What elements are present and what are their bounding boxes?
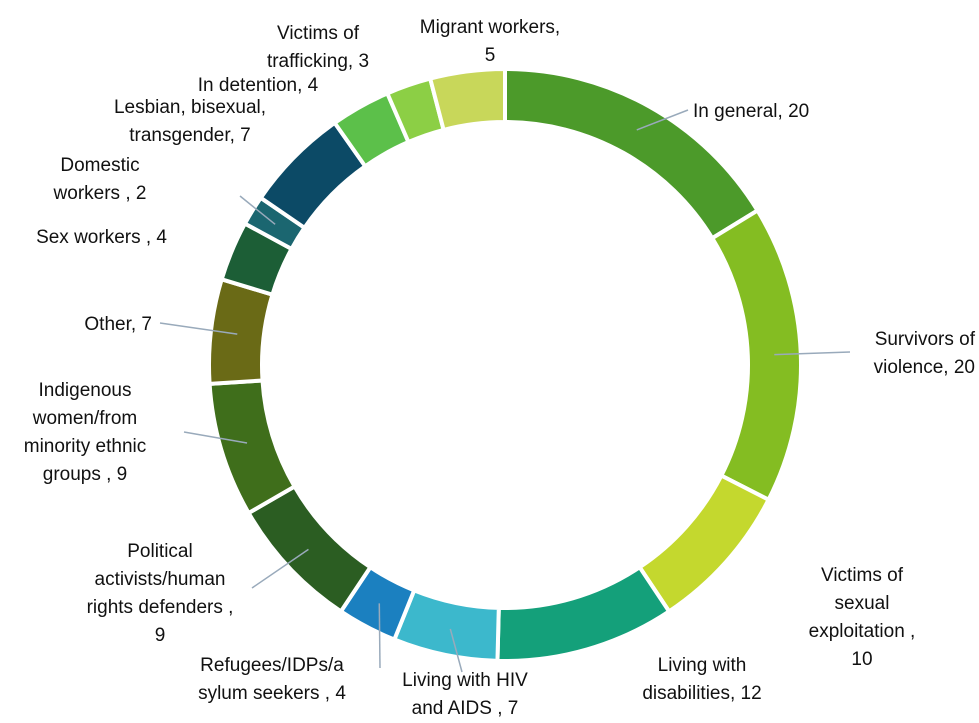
leader-line bbox=[159, 322, 238, 335]
slice-label: Living with HIV and AIDS , 7 bbox=[402, 670, 528, 719]
leader-line bbox=[774, 351, 851, 356]
leader-line bbox=[251, 548, 309, 589]
slice-label: Political activists/human rights defende… bbox=[86, 541, 234, 646]
donut-slice bbox=[709, 207, 803, 503]
donut-slice bbox=[427, 66, 507, 133]
slice-label: In detention, 4 bbox=[197, 75, 319, 96]
donut-slice bbox=[503, 66, 761, 241]
slice-label: Indigenous women/from minority ethnic gr… bbox=[23, 380, 147, 485]
slice-label: Other, 7 bbox=[84, 314, 152, 335]
slice-label: Sex workers , 4 bbox=[36, 227, 167, 248]
slice-label: Refugees/IDPs/a sylum seekers , 4 bbox=[198, 655, 346, 704]
donut-slice bbox=[636, 472, 772, 615]
leader-line bbox=[378, 603, 381, 669]
donut-slice bbox=[245, 483, 374, 615]
leader-line bbox=[449, 628, 463, 673]
slice-label: Lesbian, bisexual, transgender, 7 bbox=[113, 97, 267, 146]
leader-line bbox=[239, 195, 276, 225]
leader-line bbox=[636, 109, 689, 131]
leader-line bbox=[183, 431, 248, 444]
slice-label: Survivors of violence, 20 bbox=[873, 329, 975, 378]
slice-label: Living with disabilities, 12 bbox=[642, 655, 762, 704]
slice-label: Victims of sexual exploitation , 10 bbox=[808, 565, 916, 670]
donut-slice bbox=[495, 564, 672, 663]
slice-label: Domestic workers , 2 bbox=[53, 155, 147, 204]
donut-slice bbox=[207, 378, 298, 516]
slice-label: Victims of trafficking, 3 bbox=[266, 23, 370, 72]
slice-label: Migrant workers, 5 bbox=[419, 17, 561, 66]
slice-label: In general, 20 bbox=[693, 101, 810, 122]
